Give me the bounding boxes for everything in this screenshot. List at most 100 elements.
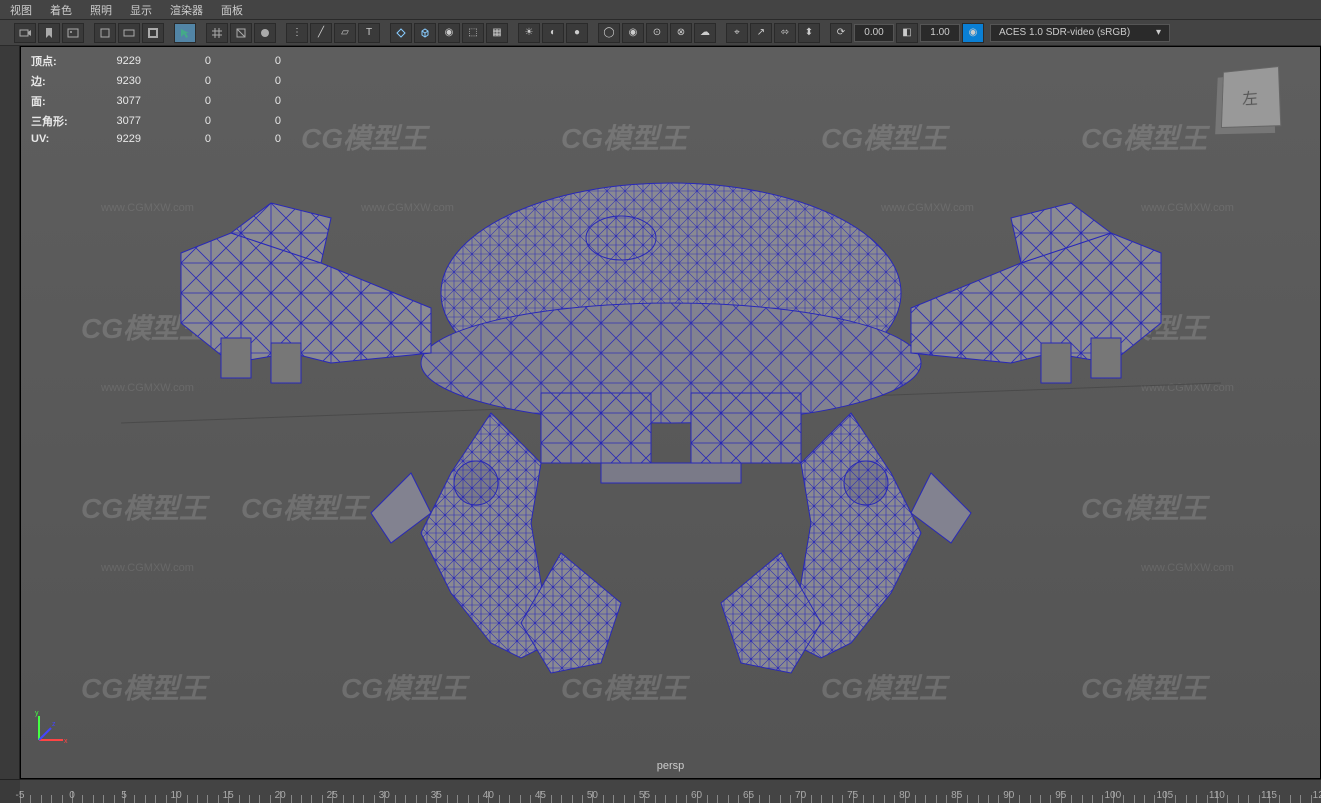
- menu-view[interactable]: 视图: [10, 2, 32, 18]
- hud-val: 0: [231, 91, 301, 111]
- ao-icon[interactable]: ●: [566, 23, 588, 43]
- timeline-tick-label: 40: [483, 790, 494, 801]
- shaded-icon[interactable]: [254, 23, 276, 43]
- film-gate-icon[interactable]: [94, 23, 116, 43]
- timeline-tick-label: 115: [1261, 790, 1277, 801]
- timeline-tick-label: 75: [847, 790, 858, 801]
- menu-display[interactable]: 显示: [130, 2, 152, 18]
- hud-val: 3077: [91, 111, 161, 131]
- menu-lighting[interactable]: 照明: [90, 2, 112, 18]
- resize-icon[interactable]: ⬄: [774, 23, 796, 43]
- hud-val: 9230: [91, 71, 161, 91]
- grid-icon[interactable]: [206, 23, 228, 43]
- point-icon[interactable]: ⋮: [286, 23, 308, 43]
- view-cube-face[interactable]: 左: [1221, 66, 1281, 128]
- shape-icon[interactable]: ◉: [438, 23, 460, 43]
- sphere-icon[interactable]: ◯: [598, 23, 620, 43]
- camera-label: persp: [657, 760, 685, 772]
- mesh-model[interactable]: [121, 83, 1221, 683]
- timeline-ruler[interactable]: -505101520253035404550556065707580859095…: [20, 780, 1321, 803]
- hud-val: 0: [231, 111, 301, 131]
- timeline-tick-label: 10: [171, 790, 182, 801]
- color-mgmt-dropdown[interactable]: ACES 1.0 SDR-video (sRGB) ▾: [990, 24, 1170, 42]
- axis-gizmo[interactable]: y x z: [31, 708, 71, 748]
- hud-val: 0: [161, 111, 231, 131]
- chevron-down-icon: ▾: [1156, 27, 1161, 38]
- svg-text:z: z: [52, 721, 56, 728]
- shadow-icon[interactable]: ◐: [542, 23, 564, 43]
- menu-shading[interactable]: 着色: [50, 2, 72, 18]
- image-plane-icon[interactable]: [62, 23, 84, 43]
- timeline-tick-label: 35: [431, 790, 442, 801]
- timeline-tick-label: 100: [1104, 790, 1121, 801]
- gamma-input[interactable]: [854, 24, 894, 42]
- menu-panel[interactable]: 面板: [221, 2, 243, 18]
- timeline-tick-label: 15: [223, 790, 234, 801]
- uv-icon[interactable]: T: [358, 23, 380, 43]
- hud-label: 三角形:: [31, 111, 91, 131]
- hud-label: 面:: [31, 91, 91, 111]
- menubar: 视图 着色 照明 显示 渲染器 面板: [0, 0, 1321, 20]
- isolate-icon[interactable]: [390, 23, 412, 43]
- timeline-tick-label: 65: [743, 790, 754, 801]
- timeline-tick-label: 95: [1055, 790, 1066, 801]
- refresh-icon[interactable]: ⟳: [830, 23, 852, 43]
- move-icon[interactable]: ↗: [750, 23, 772, 43]
- timeline-tick-label: 50: [587, 790, 598, 801]
- menu-renderer[interactable]: 渲染器: [170, 2, 203, 18]
- gate-mask-icon[interactable]: [142, 23, 164, 43]
- toolbar: ⋮ ╱ ▱ T ◉ ⬚ ▦ ☀ ◐ ● ◯ ◉ ⊙ ⊗ ☁ ⌖ ↗ ⬄ ⬍ ⟳ …: [0, 20, 1321, 46]
- timeline-tick-label: 110: [1209, 790, 1225, 801]
- wireframe-icon[interactable]: [230, 23, 252, 43]
- scale-icon[interactable]: ⬍: [798, 23, 820, 43]
- left-panel-strip: [0, 46, 20, 779]
- select-tool-icon[interactable]: [174, 23, 196, 43]
- timeline-tick-label: 45: [535, 790, 546, 801]
- timeline-tick-label: 120: [1313, 790, 1321, 801]
- wire-cube-icon[interactable]: ⬚: [462, 23, 484, 43]
- resolution-gate-icon[interactable]: [118, 23, 140, 43]
- hud-val: 0: [161, 71, 231, 91]
- timeline-tick-label: 85: [951, 790, 962, 801]
- exposure-input[interactable]: [920, 24, 960, 42]
- hud-val: 0: [231, 71, 301, 91]
- color-mgmt-label: ACES 1.0 SDR-video (sRGB): [999, 27, 1130, 38]
- xray-icon[interactable]: ⊗: [670, 23, 692, 43]
- hud-val: 3077: [91, 91, 161, 111]
- hud-val: 0: [231, 131, 301, 147]
- motion-blur-icon[interactable]: ⊙: [646, 23, 668, 43]
- svg-text:x: x: [64, 738, 68, 745]
- camera-select-icon[interactable]: [14, 23, 36, 43]
- view-cube[interactable]: 左: [1220, 67, 1290, 137]
- bookmark-icon[interactable]: [38, 23, 60, 43]
- timeline-tick-label: 20: [275, 790, 286, 801]
- hud-val: 0: [161, 91, 231, 111]
- box-icon[interactable]: [414, 23, 436, 43]
- timeline-tick-label: 25: [327, 790, 338, 801]
- fog-icon[interactable]: ☁: [694, 23, 716, 43]
- timeline-tick-label: 70: [795, 790, 806, 801]
- edge-icon[interactable]: ╱: [310, 23, 332, 43]
- timeline-tick-label: 0: [69, 790, 75, 801]
- hud-stats: 顶点: 9229 0 0边: 9230 0 0面: 3077 0 0三角形: 3…: [31, 51, 301, 147]
- snap-icon[interactable]: ⌖: [726, 23, 748, 43]
- hud-label: 顶点:: [31, 51, 91, 71]
- svg-text:y: y: [35, 710, 39, 717]
- pattern-icon[interactable]: ▦: [486, 23, 508, 43]
- timeline-tick-label: 90: [1003, 790, 1014, 801]
- timeline-tick-label: 55: [639, 790, 650, 801]
- render-icon[interactable]: ◉: [622, 23, 644, 43]
- timeline-tick-label: 5: [121, 790, 127, 801]
- face-icon[interactable]: ▱: [334, 23, 356, 43]
- timeline-tick-label: 80: [899, 790, 910, 801]
- viewport[interactable]: CG模型王CG模型王CG模型王CG模型王CG模型王CG模型王CG模型王CG模型王…: [20, 46, 1321, 779]
- viewport-content[interactable]: CG模型王CG模型王CG模型王CG模型王CG模型王CG模型王CG模型王CG模型王…: [21, 47, 1320, 778]
- timeline-tick-label: 60: [691, 790, 702, 801]
- light-icon[interactable]: ☀: [518, 23, 540, 43]
- color-mgmt-toggle[interactable]: ◉: [962, 23, 984, 43]
- timeline-tick-label: 105: [1157, 790, 1174, 801]
- hud-val: 9229: [91, 131, 161, 147]
- exposure-icon[interactable]: ◧: [896, 23, 918, 43]
- timeline[interactable]: -505101520253035404550556065707580859095…: [0, 779, 1321, 803]
- timeline-tick-label: -5: [16, 790, 25, 801]
